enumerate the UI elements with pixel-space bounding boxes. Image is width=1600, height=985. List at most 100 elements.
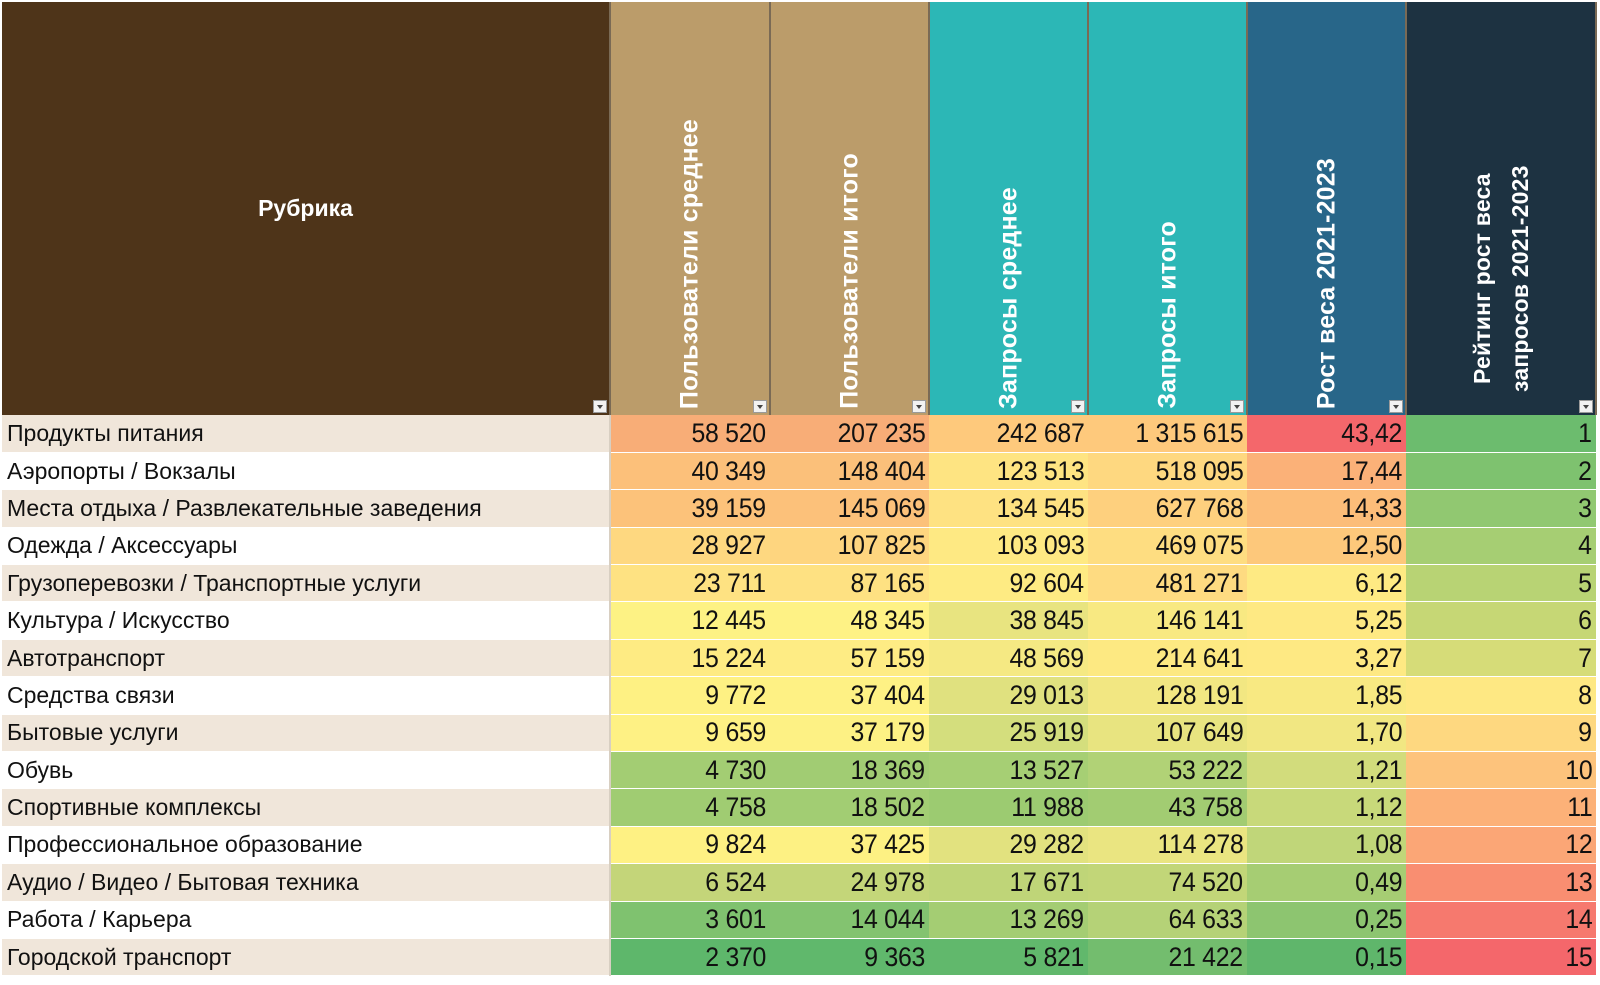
value-cell[interactable]: 3,27 (1247, 639, 1406, 678)
value-cell[interactable]: 1,12 (1247, 788, 1406, 827)
filter-dropdown-icon[interactable] (593, 400, 607, 413)
value-cell[interactable]: 9 772 (610, 676, 770, 715)
value-cell[interactable]: 469 075 (1088, 527, 1247, 566)
rubric-cell[interactable]: Культура / Искусство (2, 601, 611, 640)
value-cell[interactable]: 1 (1406, 415, 1596, 453)
value-cell[interactable]: 37 404 (770, 676, 929, 715)
value-cell[interactable]: 92 604 (929, 564, 1088, 603)
value-cell[interactable]: 518 095 (1088, 452, 1247, 491)
value-cell[interactable]: 9 363 (770, 938, 929, 977)
value-cell[interactable]: 40 349 (610, 452, 770, 491)
value-cell[interactable]: 242 687 (929, 415, 1088, 453)
value-cell[interactable]: 145 069 (770, 489, 929, 528)
value-cell[interactable]: 24 978 (770, 863, 929, 902)
value-cell[interactable]: 1 315 615 (1088, 415, 1247, 453)
value-cell[interactable]: 38 845 (929, 601, 1088, 640)
value-cell[interactable]: 2 (1406, 452, 1596, 491)
value-cell[interactable]: 39 159 (610, 489, 770, 528)
value-cell[interactable]: 14,33 (1247, 489, 1406, 528)
value-cell[interactable]: 48 345 (770, 601, 929, 640)
value-cell[interactable]: 103 093 (929, 527, 1088, 566)
value-cell[interactable]: 64 633 (1088, 901, 1247, 939)
rubric-cell[interactable]: Места отдыха / Развлекательные заведения (2, 489, 611, 528)
value-cell[interactable]: 4 758 (610, 788, 770, 827)
filter-dropdown-icon[interactable] (1230, 400, 1244, 413)
value-cell[interactable]: 57 159 (770, 639, 929, 678)
value-cell[interactable]: 134 545 (929, 489, 1088, 528)
rubric-cell[interactable]: Бытовые услуги (2, 714, 611, 753)
value-cell[interactable]: 114 278 (1088, 826, 1247, 865)
value-cell[interactable]: 11 988 (929, 788, 1088, 827)
value-cell[interactable]: 6,12 (1247, 564, 1406, 603)
value-cell[interactable]: 6 (1406, 601, 1596, 640)
value-cell[interactable]: 5,25 (1247, 601, 1406, 640)
value-cell[interactable]: 107 649 (1088, 714, 1247, 753)
rubric-cell[interactable]: Одежда / Аксессуары (2, 527, 611, 566)
value-cell[interactable]: 3 (1406, 489, 1596, 528)
value-cell[interactable]: 8 (1406, 676, 1596, 715)
value-cell[interactable]: 29 013 (929, 676, 1088, 715)
value-cell[interactable]: 148 404 (770, 452, 929, 491)
value-cell[interactable]: 43,42 (1247, 415, 1406, 453)
value-cell[interactable]: 0,15 (1247, 938, 1406, 977)
value-cell[interactable]: 15 224 (610, 639, 770, 678)
value-cell[interactable]: 128 191 (1088, 676, 1247, 715)
filter-dropdown-icon[interactable] (753, 400, 767, 413)
value-cell[interactable]: 11 (1406, 788, 1596, 827)
value-cell[interactable]: 1,85 (1247, 676, 1406, 715)
rubric-cell[interactable]: Средства связи (2, 676, 611, 715)
value-cell[interactable]: 9 659 (610, 714, 770, 753)
value-cell[interactable]: 9 (1406, 714, 1596, 753)
rubric-cell[interactable]: Обувь (2, 751, 611, 790)
filter-dropdown-icon[interactable] (912, 400, 926, 413)
sort-filter-dropdown-icon[interactable] (1579, 400, 1593, 413)
rubric-cell[interactable]: Грузоперевозки / Транспортные услуги (2, 564, 611, 603)
rubric-cell[interactable]: Профессиональное образование (2, 826, 611, 865)
value-cell[interactable]: 14 (1406, 901, 1596, 939)
rubric-cell[interactable]: Работа / Карьера (2, 901, 611, 939)
value-cell[interactable]: 146 141 (1088, 601, 1247, 640)
value-cell[interactable]: 2 370 (610, 938, 770, 977)
value-cell[interactable]: 13 527 (929, 751, 1088, 790)
value-cell[interactable]: 25 919 (929, 714, 1088, 753)
value-cell[interactable]: 37 425 (770, 826, 929, 865)
value-cell[interactable]: 123 513 (929, 452, 1088, 491)
value-cell[interactable]: 74 520 (1088, 863, 1247, 902)
value-cell[interactable]: 58 520 (610, 415, 770, 453)
rubric-cell[interactable]: Автотранспорт (2, 639, 611, 678)
value-cell[interactable]: 37 179 (770, 714, 929, 753)
value-cell[interactable]: 13 269 (929, 901, 1088, 939)
value-cell[interactable]: 28 927 (610, 527, 770, 566)
rubric-cell[interactable]: Спортивные комплексы (2, 788, 611, 827)
value-cell[interactable]: 17 671 (929, 863, 1088, 902)
value-cell[interactable]: 1,70 (1247, 714, 1406, 753)
value-cell[interactable]: 1,08 (1247, 826, 1406, 865)
value-cell[interactable]: 107 825 (770, 527, 929, 566)
value-cell[interactable]: 14 044 (770, 901, 929, 939)
filter-dropdown-icon[interactable] (1071, 400, 1085, 413)
value-cell[interactable]: 17,44 (1247, 452, 1406, 491)
value-cell[interactable]: 9 824 (610, 826, 770, 865)
value-cell[interactable]: 0,49 (1247, 863, 1406, 902)
value-cell[interactable]: 53 222 (1088, 751, 1247, 790)
value-cell[interactable]: 3 601 (610, 901, 770, 939)
value-cell[interactable]: 48 569 (929, 639, 1088, 678)
value-cell[interactable]: 5 821 (929, 938, 1088, 977)
value-cell[interactable]: 7 (1406, 639, 1596, 678)
rubric-cell[interactable]: Продукты питания (2, 415, 611, 453)
value-cell[interactable]: 23 711 (610, 564, 770, 603)
value-cell[interactable]: 12 445 (610, 601, 770, 640)
value-cell[interactable]: 18 502 (770, 788, 929, 827)
value-cell[interactable]: 4 730 (610, 751, 770, 790)
value-cell[interactable]: 10 (1406, 751, 1596, 790)
rubric-cell[interactable]: Аудио / Видео / Бытовая техника (2, 863, 611, 902)
value-cell[interactable]: 4 (1406, 527, 1596, 566)
value-cell[interactable]: 87 165 (770, 564, 929, 603)
value-cell[interactable]: 21 422 (1088, 938, 1247, 977)
value-cell[interactable]: 12,50 (1247, 527, 1406, 566)
filter-dropdown-icon[interactable] (1389, 400, 1403, 413)
value-cell[interactable]: 43 758 (1088, 788, 1247, 827)
value-cell[interactable]: 6 524 (610, 863, 770, 902)
value-cell[interactable]: 15 (1406, 938, 1596, 977)
value-cell[interactable]: 29 282 (929, 826, 1088, 865)
